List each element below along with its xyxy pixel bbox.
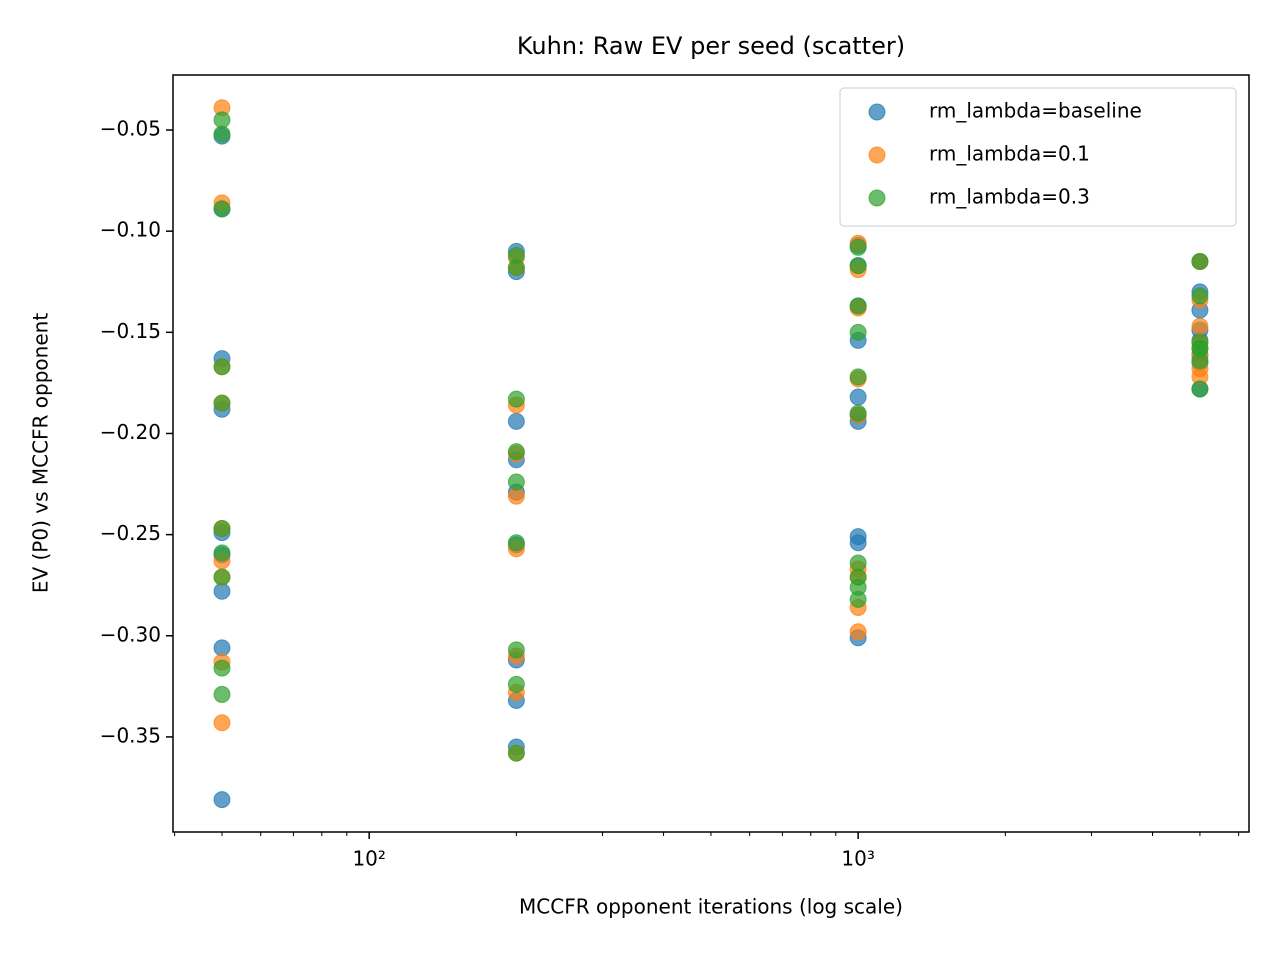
legend-marker xyxy=(868,146,886,164)
point xyxy=(213,685,231,703)
point xyxy=(849,623,867,641)
point xyxy=(849,238,867,256)
point xyxy=(213,520,231,538)
y-tick-label: −0.35 xyxy=(100,723,161,747)
point xyxy=(849,590,867,608)
point xyxy=(1191,380,1209,398)
point xyxy=(213,111,231,129)
y-axis-label: EV (P0) vs MCCFR opponent xyxy=(29,313,53,594)
legend-label: rm_lambda=baseline xyxy=(929,99,1142,123)
point xyxy=(507,534,525,552)
y-tick-label: −0.05 xyxy=(100,117,161,141)
point xyxy=(849,404,867,422)
x-tick-label: 10³ xyxy=(841,847,874,871)
point xyxy=(507,259,525,277)
point xyxy=(507,487,525,505)
legend-label: rm_lambda=0.1 xyxy=(929,142,1090,166)
x-tick-label: 10² xyxy=(352,847,385,871)
y-tick-label: −0.20 xyxy=(100,420,161,444)
point xyxy=(213,582,231,600)
legend-marker xyxy=(868,103,886,121)
chart-title: Kuhn: Raw EV per seed (scatter) xyxy=(517,32,905,60)
point xyxy=(213,394,231,412)
legend-marker xyxy=(868,189,886,207)
x-axis-label: MCCFR opponent iterations (log scale) xyxy=(519,895,903,919)
point xyxy=(849,554,867,572)
plot-frame xyxy=(172,74,1250,833)
point xyxy=(213,544,231,562)
legend-label: rm_lambda=0.3 xyxy=(929,185,1090,209)
point xyxy=(213,125,231,143)
point xyxy=(507,675,525,693)
point xyxy=(1191,287,1209,305)
point xyxy=(849,257,867,275)
point xyxy=(507,390,525,408)
point xyxy=(849,388,867,406)
point xyxy=(507,473,525,491)
point xyxy=(507,443,525,461)
y-tick-label: −0.15 xyxy=(100,319,161,343)
point xyxy=(1191,317,1209,335)
point xyxy=(849,534,867,552)
point xyxy=(507,641,525,659)
point xyxy=(213,639,231,657)
point xyxy=(213,568,231,586)
point xyxy=(849,297,867,315)
point xyxy=(849,323,867,341)
point xyxy=(1191,253,1209,271)
point xyxy=(213,659,231,677)
point xyxy=(507,412,525,430)
point xyxy=(213,791,231,809)
point xyxy=(213,200,231,218)
y-tick-label: −0.30 xyxy=(100,622,161,646)
y-tick-label: −0.10 xyxy=(100,218,161,242)
point xyxy=(507,744,525,762)
point xyxy=(213,714,231,732)
point xyxy=(1191,352,1209,370)
legend-box xyxy=(839,87,1237,227)
y-tick-label: −0.25 xyxy=(100,521,161,545)
point xyxy=(849,368,867,386)
point xyxy=(213,358,231,376)
